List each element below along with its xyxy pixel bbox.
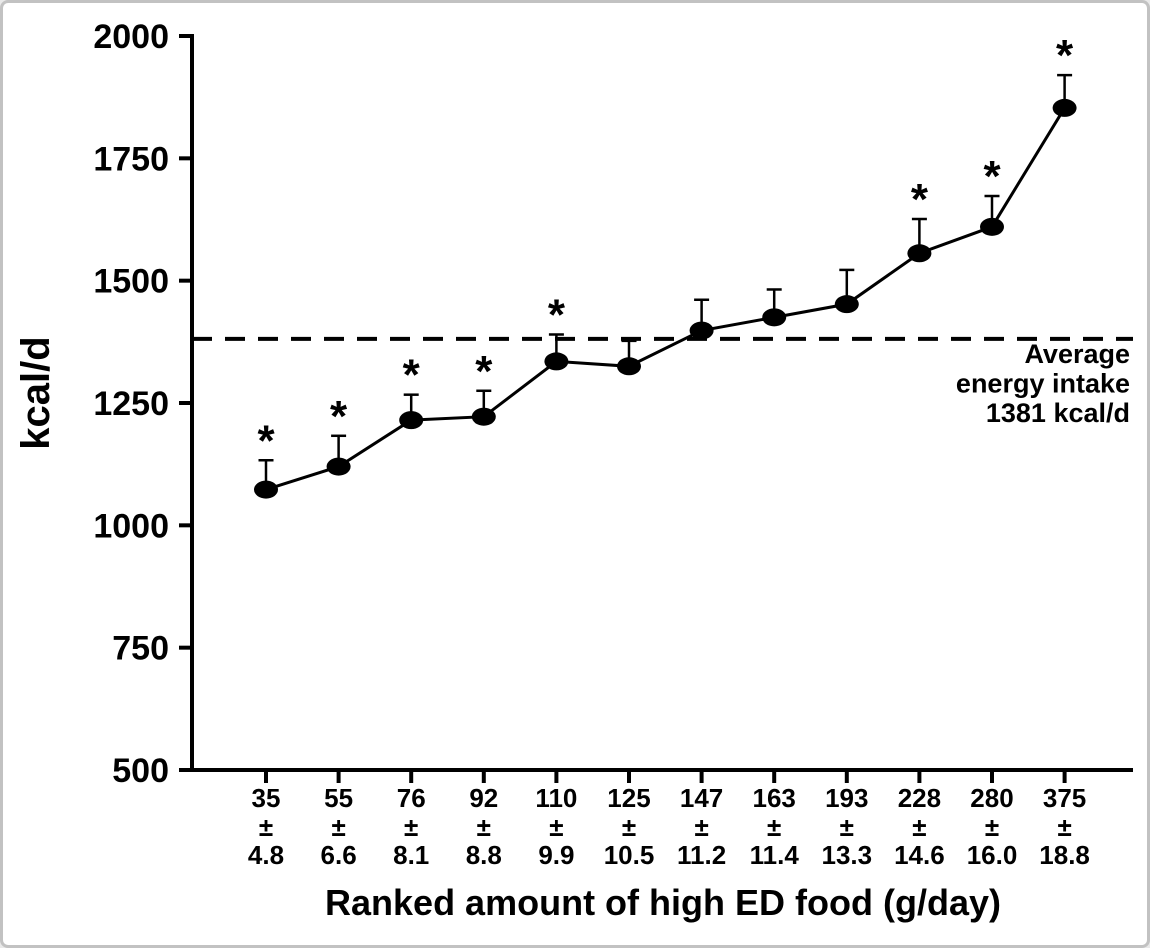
x-tick-plus-minus: ± [985,812,999,842]
x-tick-plus-minus: ± [767,812,781,842]
data-point-marker [689,321,714,340]
x-tick-amount: 55 [324,783,353,813]
x-tick-error: 9.9 [538,840,574,870]
x-tick-error: 14.6 [894,840,945,870]
y-tick-label: 1750 [93,140,169,178]
data-point-marker [254,480,278,499]
x-tick-amount: 147 [680,783,723,813]
x-tick-error: 13.3 [821,840,872,870]
data-point-marker [617,357,641,376]
x-tick-error: 8.1 [393,840,429,870]
significance-asterisk: * [548,290,566,339]
x-tick-error: 4.8 [248,840,284,870]
significance-asterisk: * [1056,31,1074,80]
average-annotation-line: 1381 kcal/d [986,398,1130,428]
x-tick-amount: 280 [970,783,1013,813]
x-tick-amount: 125 [607,783,650,813]
significance-asterisk: * [911,175,929,224]
x-tick-plus-minus: ± [1057,812,1071,842]
y-tick-label: 1500 [93,263,169,301]
x-tick-amount: 110 [535,783,577,813]
x-tick-error: 8.8 [466,840,502,870]
y-tick-label: 750 [112,630,169,668]
y-tick-label: 1250 [93,385,169,423]
average-annotation-line: energy intake [956,369,1130,399]
x-tick-plus-minus: ± [840,812,854,842]
average-annotation-line: Average [1024,339,1130,369]
x-tick-amount: 375 [1043,783,1086,813]
x-tick-error: 16.0 [967,840,1018,870]
x-tick-amount: 92 [469,783,498,813]
y-tick-label: 2000 [93,18,169,56]
x-axis-title: Ranked amount of high ED food (g/day) [325,882,1001,923]
data-point-marker [471,407,496,426]
x-tick-error: 18.8 [1039,840,1090,870]
data-point-marker [326,457,351,476]
significance-asterisk: * [403,351,421,400]
significance-asterisk: * [257,416,275,465]
x-tick-plus-minus: ± [404,812,418,842]
x-tick-error: 11.2 [677,840,726,870]
x-tick-amount: 76 [397,783,426,813]
y-tick-label: 1000 [93,507,169,545]
significance-asterisk: * [330,392,348,441]
data-point-marker [762,308,787,327]
significance-asterisk: * [475,347,493,396]
x-tick-plus-minus: ± [549,812,563,842]
data-point-marker [907,244,932,263]
data-point-marker [544,352,569,371]
y-tick-label: 500 [112,752,169,790]
x-tick-plus-minus: ± [622,812,636,842]
data-point-marker [1052,98,1077,117]
y-axis-title: kcal/d [14,336,58,449]
data-point-marker [980,217,1004,236]
x-tick-error: 6.6 [321,840,357,870]
x-tick-plus-minus: ± [694,812,708,842]
series-line [265,107,1066,492]
x-tick-amount: 228 [898,783,941,813]
x-tick-error: 11.4 [750,840,800,870]
x-tick-amount: 163 [753,783,796,813]
x-tick-plus-minus: ± [259,812,273,842]
data-point-marker [834,295,859,314]
data-point-marker [399,411,424,430]
x-tick-error: 10.5 [604,840,655,870]
significance-asterisk: * [983,152,1001,201]
energy-intake-line-chart: * ** *** **5007501000125015001750200035±4.8… [14,18,1133,923]
x-tick-plus-minus: ± [912,812,926,842]
x-tick-plus-minus: ± [331,812,345,842]
x-tick-plus-minus: ± [477,812,491,842]
x-tick-amount: 35 [252,783,281,813]
x-tick-amount: 193 [825,783,868,813]
